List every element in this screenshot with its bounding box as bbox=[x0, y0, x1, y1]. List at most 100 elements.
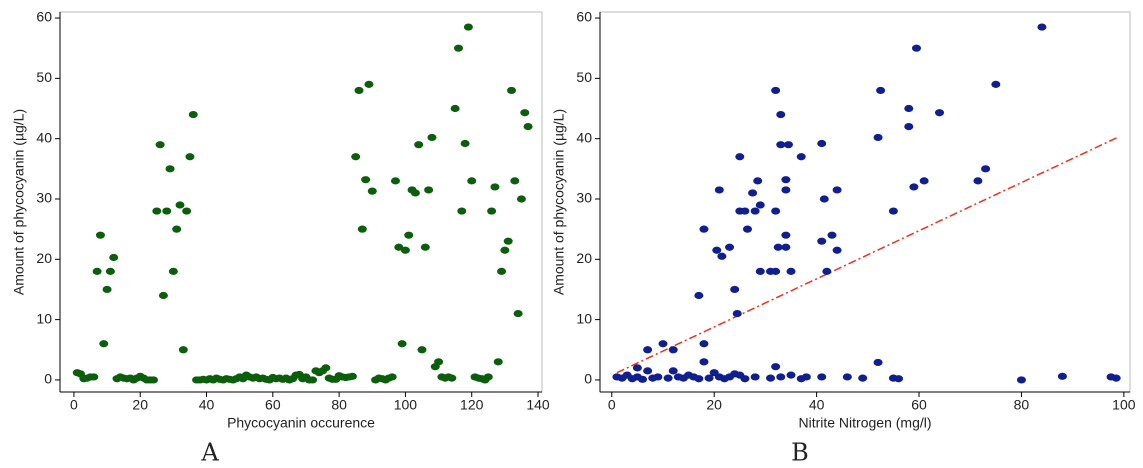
point bbox=[500, 246, 510, 254]
point bbox=[507, 86, 517, 95]
point bbox=[367, 187, 377, 195]
x-tick-label: 80 bbox=[331, 397, 347, 413]
point bbox=[725, 243, 735, 251]
y-tick-label: 0 bbox=[584, 371, 592, 387]
y-tick-label: 40 bbox=[36, 129, 52, 145]
point bbox=[771, 86, 781, 95]
point bbox=[394, 243, 404, 251]
y-tick-label: 0 bbox=[44, 371, 52, 387]
x-tick-label: 20 bbox=[706, 397, 722, 413]
y-axis-label: Amount of phycocyanin (µg/L) bbox=[11, 109, 27, 295]
point bbox=[1057, 372, 1067, 380]
point bbox=[973, 177, 983, 185]
point bbox=[699, 340, 709, 348]
point bbox=[919, 177, 929, 185]
x-tick-label: 80 bbox=[1014, 397, 1030, 413]
plot-frame bbox=[59, 11, 543, 393]
point bbox=[414, 141, 424, 149]
point bbox=[89, 373, 99, 381]
point bbox=[92, 267, 102, 275]
point bbox=[450, 104, 460, 113]
point bbox=[858, 374, 868, 382]
point bbox=[404, 231, 414, 239]
x-tick-label: 100 bbox=[394, 397, 418, 413]
point bbox=[699, 225, 709, 233]
point bbox=[357, 225, 367, 233]
x-axis-label: Phycocyanin occurence bbox=[227, 415, 375, 431]
point bbox=[786, 371, 796, 379]
point bbox=[668, 346, 678, 354]
y-tick-label: 40 bbox=[576, 129, 592, 145]
point bbox=[653, 373, 663, 381]
point bbox=[182, 207, 192, 215]
point bbox=[766, 374, 776, 382]
point bbox=[732, 309, 742, 318]
point bbox=[748, 189, 758, 197]
point bbox=[873, 358, 883, 367]
x-tick-label: 0 bbox=[608, 397, 616, 413]
y-tick-label: 50 bbox=[576, 69, 592, 85]
y-tick-label: 20 bbox=[36, 250, 52, 266]
point bbox=[771, 267, 781, 275]
point bbox=[740, 375, 750, 383]
point bbox=[516, 195, 526, 203]
point bbox=[755, 201, 765, 209]
point bbox=[457, 207, 467, 215]
x-tick-label: 120 bbox=[460, 397, 484, 413]
point bbox=[400, 246, 410, 254]
point bbox=[162, 207, 172, 215]
point bbox=[817, 237, 827, 245]
point bbox=[819, 195, 829, 203]
point bbox=[102, 285, 112, 294]
point bbox=[750, 373, 760, 381]
point bbox=[424, 186, 434, 194]
point bbox=[781, 231, 791, 239]
point bbox=[712, 246, 722, 254]
point bbox=[827, 231, 837, 239]
point bbox=[1037, 23, 1047, 31]
point bbox=[643, 367, 653, 375]
point bbox=[832, 186, 842, 194]
point bbox=[776, 110, 786, 119]
point bbox=[168, 267, 178, 275]
point bbox=[658, 340, 668, 348]
y-tick-label: 60 bbox=[36, 9, 52, 25]
point bbox=[753, 177, 763, 185]
point bbox=[904, 123, 914, 131]
point bbox=[152, 207, 162, 215]
point bbox=[188, 110, 198, 119]
point bbox=[911, 44, 921, 52]
point bbox=[730, 285, 740, 294]
point bbox=[668, 367, 678, 375]
x-tick-label: 40 bbox=[199, 397, 215, 413]
point bbox=[390, 177, 400, 185]
point bbox=[796, 153, 806, 161]
point bbox=[510, 177, 520, 185]
point bbox=[909, 183, 919, 191]
point bbox=[158, 291, 168, 300]
point bbox=[175, 201, 185, 209]
point bbox=[935, 109, 945, 117]
point bbox=[493, 358, 503, 366]
point bbox=[773, 243, 783, 251]
point bbox=[99, 340, 109, 348]
point bbox=[467, 177, 477, 185]
x-tick-label: 140 bbox=[526, 397, 550, 413]
point bbox=[801, 373, 811, 381]
point bbox=[1016, 376, 1026, 384]
point bbox=[694, 375, 704, 383]
point bbox=[453, 44, 463, 52]
point bbox=[888, 207, 898, 215]
point bbox=[387, 373, 397, 381]
point bbox=[876, 86, 886, 95]
x-tick-label: 40 bbox=[809, 397, 825, 413]
point bbox=[487, 207, 497, 215]
caption: B bbox=[791, 439, 809, 467]
point bbox=[463, 23, 473, 31]
point bbox=[981, 165, 991, 173]
point bbox=[148, 376, 158, 384]
point bbox=[347, 372, 357, 380]
point bbox=[699, 358, 709, 366]
point bbox=[410, 189, 420, 197]
point bbox=[750, 207, 760, 215]
